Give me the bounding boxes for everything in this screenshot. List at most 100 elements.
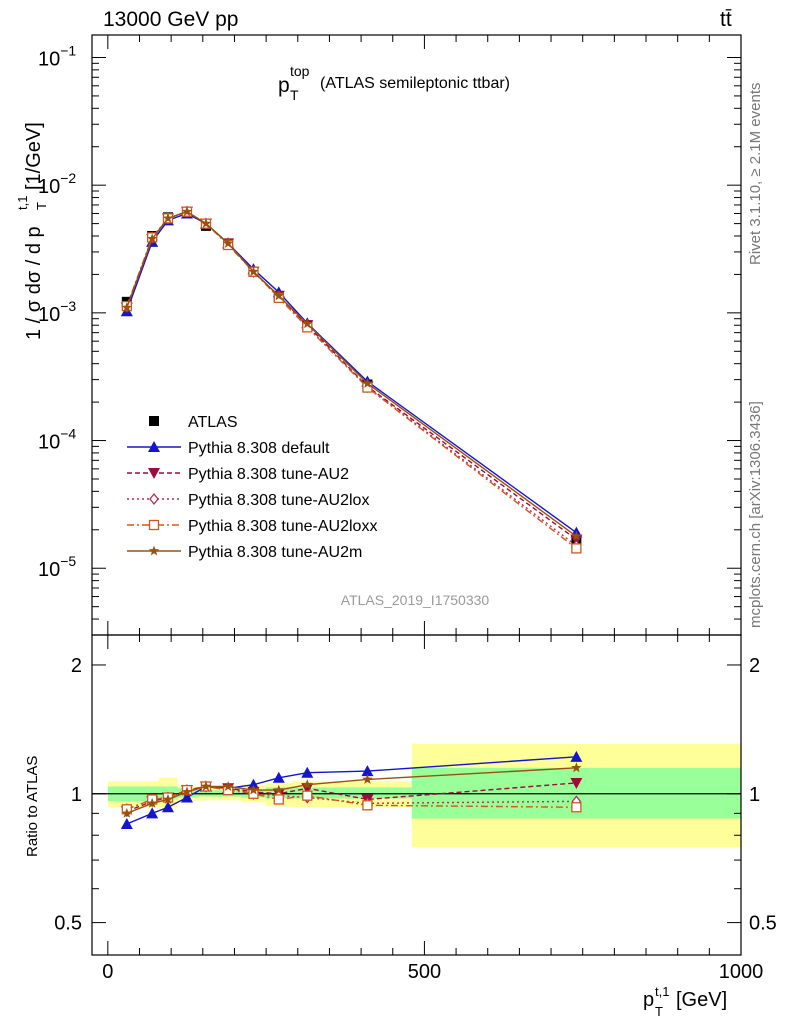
legend-marker bbox=[148, 441, 160, 452]
data-point bbox=[222, 781, 234, 791]
data-point bbox=[301, 783, 314, 795]
x-tick-label: 0 bbox=[102, 961, 113, 983]
legend-marker bbox=[148, 468, 160, 479]
ratio-panel-frame bbox=[91, 634, 742, 956]
data-point bbox=[362, 800, 373, 811]
ratio-y-axis-title: Ratio to ATLAS bbox=[24, 756, 41, 857]
ratio-y-tick-label-right: 0.5 bbox=[749, 913, 777, 935]
data-point bbox=[301, 766, 314, 778]
main-panel-series bbox=[120, 205, 583, 554]
ratio-y-tick-label-right: 2 bbox=[749, 655, 760, 677]
data-point bbox=[181, 786, 193, 797]
main-y-axis-title: 1 / σ dσ / d p T t,1 [1/GeV] bbox=[15, 122, 49, 340]
data-point bbox=[273, 794, 284, 805]
legend-entry: Pythia 8.308 tune-AU2m bbox=[127, 544, 362, 561]
data-point bbox=[273, 784, 285, 795]
legend-entry: Pythia 8.308 tune-AU2 bbox=[127, 466, 349, 483]
data-point bbox=[248, 266, 259, 277]
legend-entry: Pythia 8.308 tune-AU2lox bbox=[127, 492, 369, 509]
ratio-panel-series bbox=[120, 750, 583, 829]
legend-marker bbox=[149, 416, 159, 426]
main-y-tick-label: 10−4 bbox=[38, 426, 76, 454]
legend-label: Pythia 8.308 tune-AU2 bbox=[188, 466, 349, 483]
main-y-tick-label: 10−1 bbox=[38, 42, 76, 70]
data-point bbox=[200, 218, 212, 229]
svg-text:p: p bbox=[643, 989, 654, 1011]
ratio-y-tick-label: 0.5 bbox=[54, 913, 82, 935]
series-line bbox=[126, 210, 577, 541]
legend-marker bbox=[148, 545, 160, 556]
series-line bbox=[126, 210, 577, 537]
data-point bbox=[570, 777, 583, 789]
ratio-y-tick-label: 1 bbox=[71, 784, 82, 806]
x-axis-title: p T t,1 [GeV] bbox=[643, 984, 727, 1019]
data-point bbox=[162, 212, 174, 223]
data-point bbox=[146, 233, 158, 244]
svg-text:t,1: t,1 bbox=[15, 196, 30, 210]
data-point bbox=[302, 318, 313, 329]
svg-text:T: T bbox=[655, 1004, 663, 1019]
legend-entry: ATLAS bbox=[149, 414, 238, 431]
analysis-id-label: ATLAS_2019_I1750330 bbox=[341, 592, 490, 608]
stat-uncertainty-band bbox=[291, 787, 412, 799]
data-point bbox=[571, 530, 582, 541]
svg-text:t,1: t,1 bbox=[655, 984, 669, 999]
ratio-y-tick-label: 2 bbox=[71, 655, 82, 677]
data-point bbox=[302, 790, 313, 801]
data-point bbox=[571, 762, 582, 773]
legend-label: Pythia 8.308 tune-AU2m bbox=[188, 544, 362, 561]
data-point bbox=[362, 773, 373, 784]
data-point bbox=[571, 543, 582, 554]
plot-title: p top T (ATLAS semileptonic ttbar) bbox=[278, 63, 510, 103]
legend-label: ATLAS bbox=[188, 414, 238, 431]
series-4 bbox=[121, 762, 582, 818]
data-point bbox=[273, 290, 285, 301]
data-point bbox=[162, 793, 174, 804]
plot-title-rest: (ATLAS semileptonic ttbar) bbox=[320, 75, 510, 92]
ratio-panel-ticks: 0.5 0.5 1 1 2 2 0 500 1000 bbox=[54, 635, 777, 983]
legend-label: Pythia 8.308 tune-AU2lox bbox=[188, 492, 369, 509]
data-point bbox=[222, 237, 234, 248]
beam-label: 13000 GeV pp bbox=[103, 8, 238, 31]
data-point bbox=[161, 801, 174, 813]
x-tick-label: 500 bbox=[408, 961, 441, 983]
data-point bbox=[146, 797, 158, 808]
data-point bbox=[570, 750, 583, 762]
data-point bbox=[302, 779, 313, 790]
data-point bbox=[200, 781, 212, 791]
svg-text:1 / σ dσ / d p: 1 / σ dσ / d p bbox=[23, 226, 45, 340]
data-point bbox=[361, 765, 374, 777]
data-point bbox=[248, 784, 259, 795]
legend-label: Pythia 8.308 default bbox=[188, 440, 330, 457]
data-point bbox=[121, 302, 133, 313]
main-y-tick-label: 10−5 bbox=[38, 553, 76, 581]
legend-marker bbox=[149, 492, 159, 506]
legend-entry: Pythia 8.308 default bbox=[127, 440, 330, 457]
process-label: tt̄ bbox=[720, 8, 732, 31]
plot-title-sub: T bbox=[290, 87, 299, 103]
main-panel-ticks: 10−1 10−2 10−3 10−4 10−5 bbox=[38, 35, 742, 636]
series-line bbox=[126, 212, 577, 534]
ratio-y-tick-label-right: 1 bbox=[749, 784, 760, 806]
data-point bbox=[272, 771, 285, 783]
series-5 bbox=[121, 206, 582, 541]
data-point bbox=[121, 807, 133, 818]
data-point bbox=[146, 807, 159, 819]
plot-title-main: p bbox=[278, 74, 290, 97]
legend-marker bbox=[148, 519, 160, 531]
legend-label: Pythia 8.308 tune-AU2loxx bbox=[188, 518, 377, 535]
data-point bbox=[180, 791, 193, 803]
svg-text:[GeV]: [GeV] bbox=[676, 989, 727, 1011]
data-point bbox=[362, 377, 373, 388]
data-point bbox=[571, 802, 582, 813]
data-point bbox=[120, 817, 133, 829]
plot-title-sup: top bbox=[290, 63, 310, 79]
main-y-tick-label: 10−3 bbox=[38, 298, 76, 326]
svg-text:[1/GeV]: [1/GeV] bbox=[23, 122, 45, 190]
data-point bbox=[181, 206, 193, 217]
legend-entry: Pythia 8.308 tune-AU2loxx bbox=[127, 518, 377, 535]
mcplots-label: mcplots.cern.ch [arXiv:1306.3436] bbox=[747, 401, 764, 628]
svg-text:T: T bbox=[34, 202, 49, 210]
legend: ATLAS Pythia 8.308 default Pythia 8.308 tu… bbox=[127, 414, 377, 561]
